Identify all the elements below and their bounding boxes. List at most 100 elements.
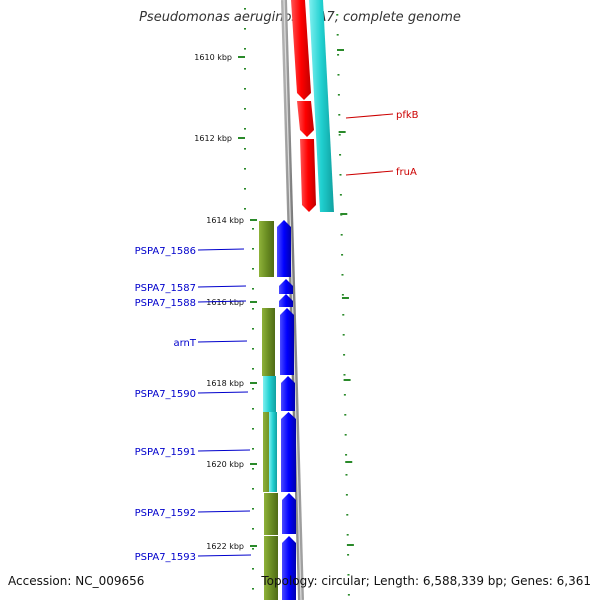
tick-dash-right (342, 314, 345, 316)
tick-dash-left (252, 328, 254, 330)
tick-dash-right (338, 114, 341, 116)
gene-label-PSPA7_1591: PSPA7_1591 (135, 447, 196, 458)
accession-text: Accession: NC_009656 (8, 574, 145, 588)
tick-dash-right (343, 374, 346, 376)
tick-dash-right (340, 234, 343, 236)
tick-label: 1620 kbp (206, 460, 244, 469)
major-tick-right (345, 461, 353, 463)
leader-line-PSPA7_1588 (197, 300, 247, 303)
tick-dash-left (252, 568, 254, 570)
major-tick-left (250, 219, 257, 221)
tick-dash-left (252, 548, 254, 550)
tick-label: 1622 kbp (206, 542, 244, 551)
leader-line-PSPA7_1586 (197, 248, 245, 251)
gene-PSPA7_1590 (281, 376, 295, 411)
gene-label-fruA: fruA (396, 167, 417, 178)
leader-line-fruA (345, 170, 394, 176)
leader-line-PSPA7_1591 (197, 449, 251, 452)
tick-dash-left (244, 208, 246, 210)
tick-dash-left (252, 508, 254, 510)
tick-dash-right (337, 74, 340, 76)
cds-block-1593 (264, 536, 278, 600)
major-tick-left (250, 301, 257, 303)
gene-PSPA7_1591 (281, 412, 296, 492)
gene-label-PSPA7_1588: PSPA7_1588 (135, 298, 196, 309)
tick-dash-right (344, 414, 347, 416)
tick-dash-right (341, 294, 344, 296)
major-tick-right (346, 544, 354, 546)
tick-dash-left (252, 588, 254, 590)
cds-block-1592 (264, 493, 278, 535)
tick-dash-left (244, 88, 246, 90)
gene-label-PSPA7_1587: PSPA7_1587 (135, 283, 196, 294)
tick-dash-left (252, 308, 254, 310)
tick-dash-right (347, 594, 350, 596)
tick-dash-left (244, 168, 246, 170)
tick-dash-right (338, 134, 341, 136)
gene-arnT (280, 308, 294, 375)
leader-line-PSPA7_1587 (197, 285, 247, 288)
gene-label-PSPA7_1586: PSPA7_1586 (135, 246, 196, 257)
tick-label: 1618 kbp (206, 379, 244, 388)
backbone-highlight (283, 0, 302, 600)
tick-dash-right (336, 14, 339, 16)
gene-PSPA7_1588 (279, 294, 293, 307)
tick-dash-right (339, 174, 342, 176)
cds-block-1590 (263, 376, 276, 412)
tick-label: 1610 kbp (194, 53, 232, 62)
major-tick-left (238, 137, 245, 139)
tick-dash-right (344, 434, 347, 436)
topology-text: Topology: circular; Length: 6,588,339 bp… (261, 574, 591, 588)
gene-label-pfkB: pfkB (396, 110, 419, 121)
tick-dash-right (345, 494, 348, 496)
gene-pfkB (297, 101, 314, 137)
tick-dash-right (337, 54, 340, 56)
tick-dash-right (346, 514, 349, 516)
major-tick-right (338, 131, 346, 133)
tick-dash-left (252, 488, 254, 490)
tick-dash-left (244, 8, 246, 10)
cds-block-1591-overlap (269, 412, 277, 492)
tick-dash-right (339, 194, 342, 196)
tick-dash-left (252, 368, 254, 370)
tick-dash-left (244, 28, 246, 30)
gene-PSPA7_1593 (282, 536, 296, 600)
leader-line-pfkB (345, 113, 394, 119)
tick-dash-right (347, 554, 350, 556)
cds-block-1586 (259, 221, 274, 277)
tick-dash-right (341, 254, 344, 256)
gene-label-PSPA7_1590: PSPA7_1590 (135, 389, 196, 400)
tick-dash-left (252, 348, 254, 350)
tick-dash-right (342, 334, 345, 336)
tick-dash-left (244, 188, 246, 190)
tick-dash-left (244, 108, 246, 110)
gene-PSPA7_1586 (277, 220, 291, 277)
tick-label: 1614 kbp (206, 216, 244, 225)
leader-line-PSPA7_1593 (197, 554, 252, 557)
major-tick-left (238, 56, 245, 58)
leader-line-arnT (197, 340, 248, 343)
gene-label-PSPA7_1592: PSPA7_1592 (135, 508, 196, 519)
tick-dash-left (252, 528, 254, 530)
leader-line-PSPA7_1590 (197, 391, 249, 394)
tick-dash-right (343, 354, 346, 356)
leader-line-PSPA7_1592 (197, 510, 251, 513)
gene-pfkB-upper (291, 0, 311, 100)
tick-dash-right (339, 154, 342, 156)
tick-dash-left (252, 388, 254, 390)
tick-dash-left (252, 248, 254, 250)
cds-block-arnT (262, 308, 275, 376)
major-tick-right (341, 297, 349, 299)
major-tick-right (343, 379, 351, 381)
tick-label: 1612 kbp (194, 134, 232, 143)
tick-dash-left (252, 468, 254, 470)
tick-dash-right (346, 534, 349, 536)
tick-dash-right (347, 574, 350, 576)
major-tick-right (340, 213, 348, 215)
gene-fruA (300, 139, 316, 212)
tick-dash-left (252, 408, 254, 410)
cds-block-right (309, 0, 334, 212)
tick-dash-right (343, 394, 346, 396)
gene-label-arnT: arnT (173, 338, 196, 349)
